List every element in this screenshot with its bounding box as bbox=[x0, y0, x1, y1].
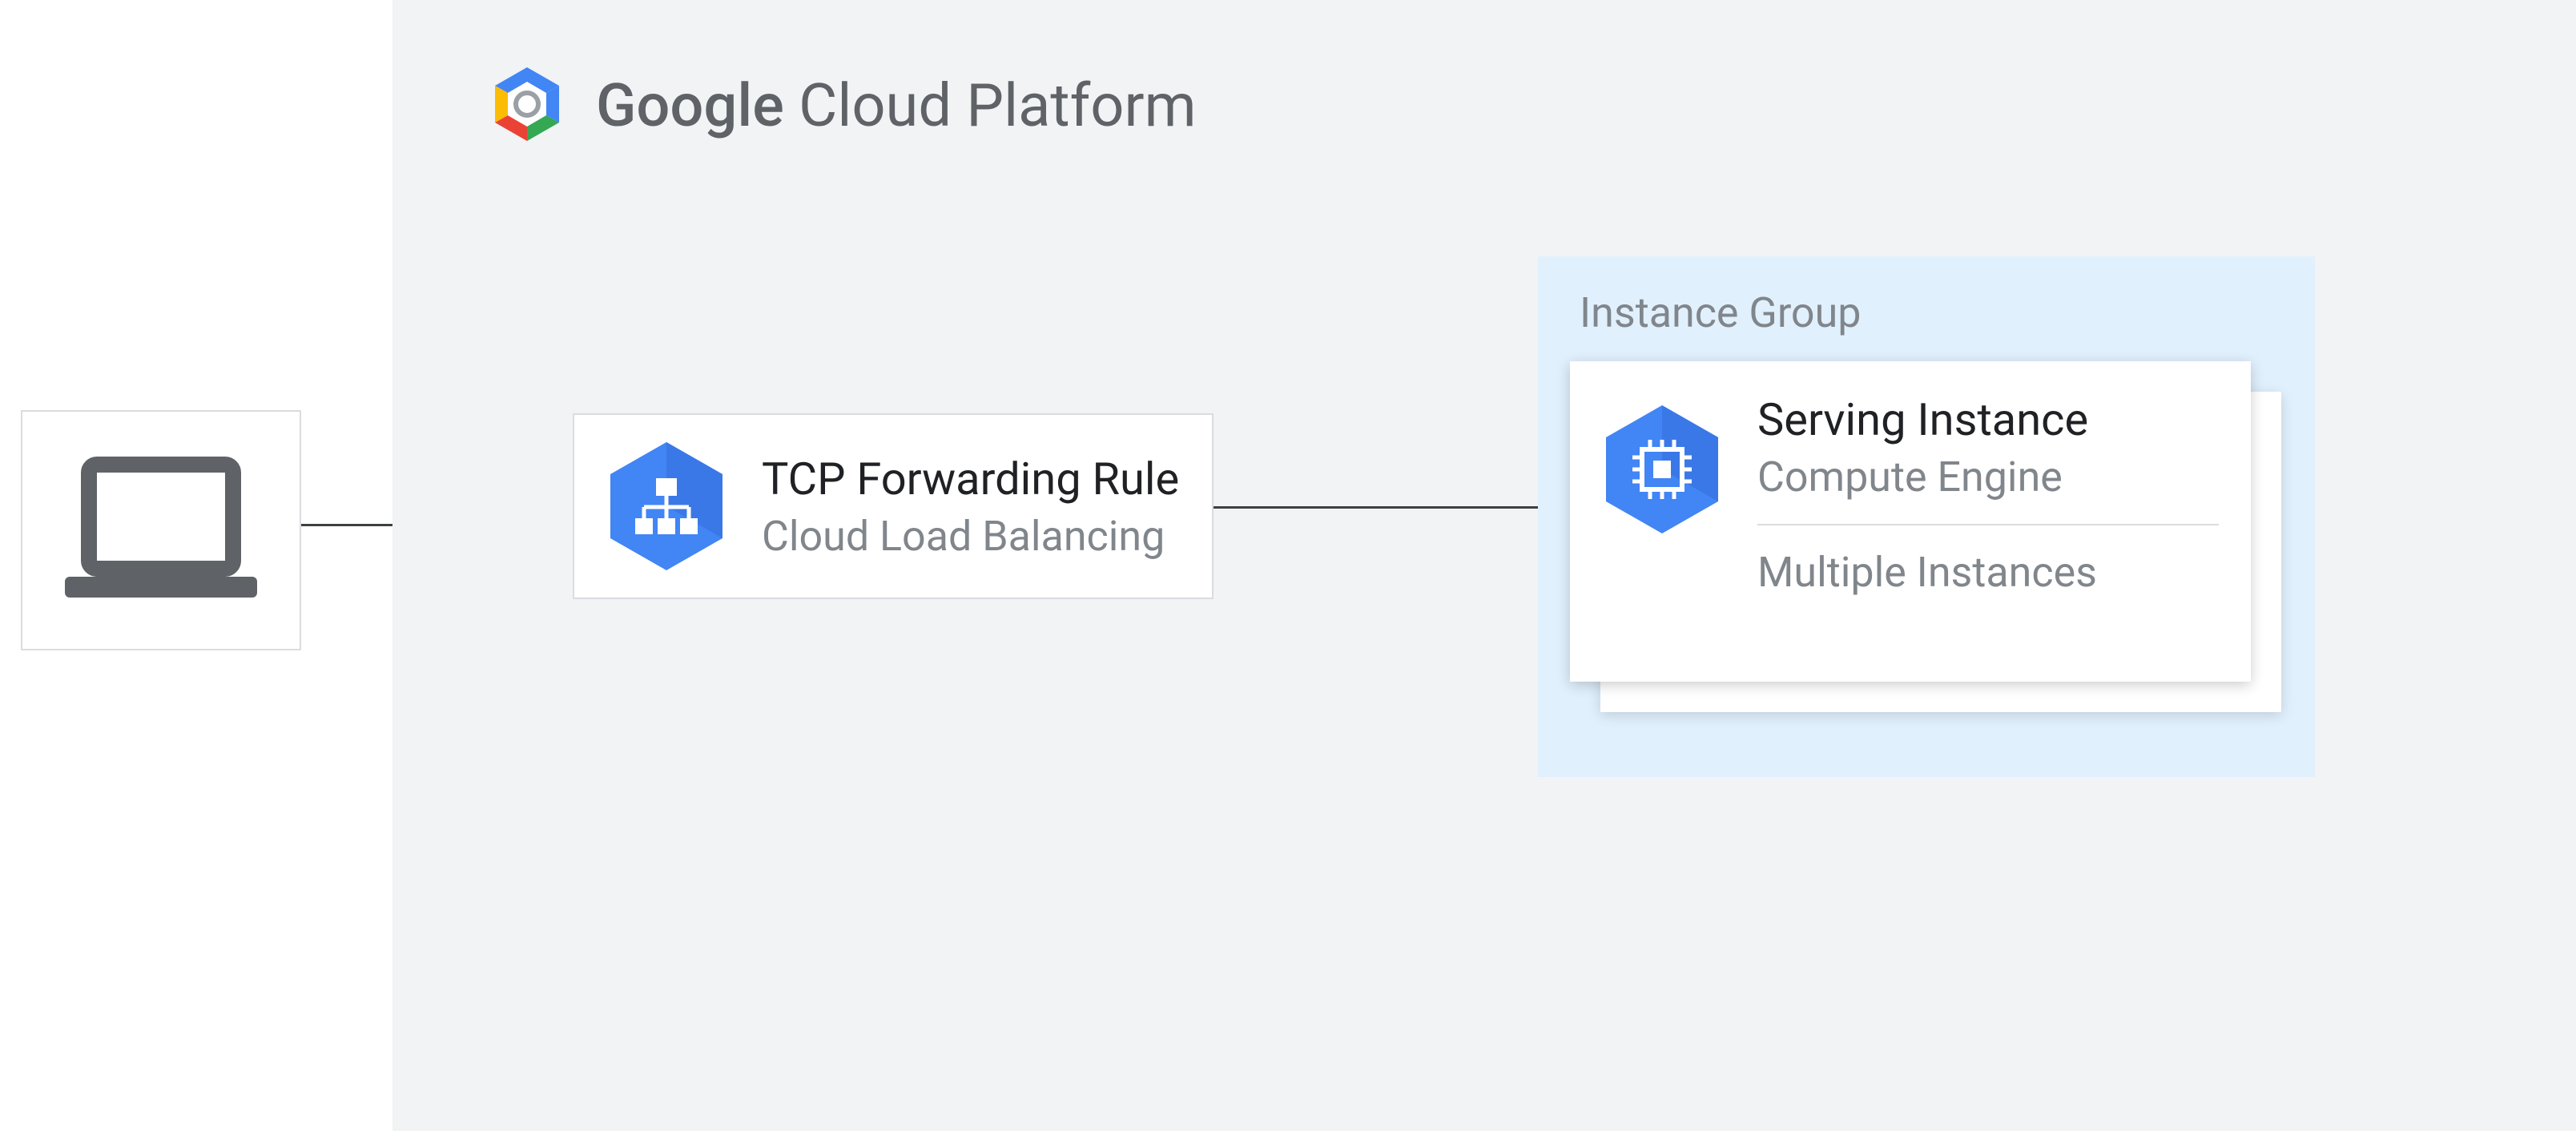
gcp-header: Google Cloud Platform bbox=[487, 64, 1196, 147]
serving-instance-subtitle: Compute Engine bbox=[1757, 453, 2219, 501]
instance-group-label: Instance Group bbox=[1580, 288, 2283, 337]
compute-engine-icon bbox=[1602, 401, 1722, 537]
gcp-title: Google Cloud Platform bbox=[596, 71, 1196, 141]
load-balancing-icon bbox=[606, 438, 727, 574]
serving-instance-text: Serving Instance Compute Engine Multiple… bbox=[1757, 393, 2219, 650]
gcp-title-bold: Google bbox=[596, 71, 784, 141]
load-balancer-title: TCP Forwarding Rule bbox=[762, 453, 1179, 505]
serving-instance-node: Serving Instance Compute Engine Multiple… bbox=[1570, 361, 2251, 682]
instance-group-container: Instance Group bbox=[1538, 256, 2315, 777]
instance-card-stack: Serving Instance Compute Engine Multiple… bbox=[1570, 361, 2275, 698]
serving-instance-title: Serving Instance bbox=[1757, 393, 2219, 446]
serving-instance-note: Multiple Instances bbox=[1757, 548, 2219, 597]
gcp-title-rest: Cloud Platform bbox=[784, 71, 1197, 141]
load-balancer-node: TCP Forwarding Rule Cloud Load Balancing bbox=[573, 413, 1214, 599]
divider bbox=[1757, 524, 2219, 525]
diagram-canvas: Google Cloud Platform TCP Forwardi bbox=[0, 0, 2576, 1131]
gcp-logo-icon bbox=[487, 64, 567, 147]
laptop-icon bbox=[57, 449, 265, 612]
connector-lb-to-instances bbox=[1214, 506, 1538, 509]
load-balancer-subtitle: Cloud Load Balancing bbox=[762, 512, 1179, 561]
load-balancer-text: TCP Forwarding Rule Cloud Load Balancing bbox=[762, 453, 1179, 561]
client-node bbox=[21, 410, 301, 650]
